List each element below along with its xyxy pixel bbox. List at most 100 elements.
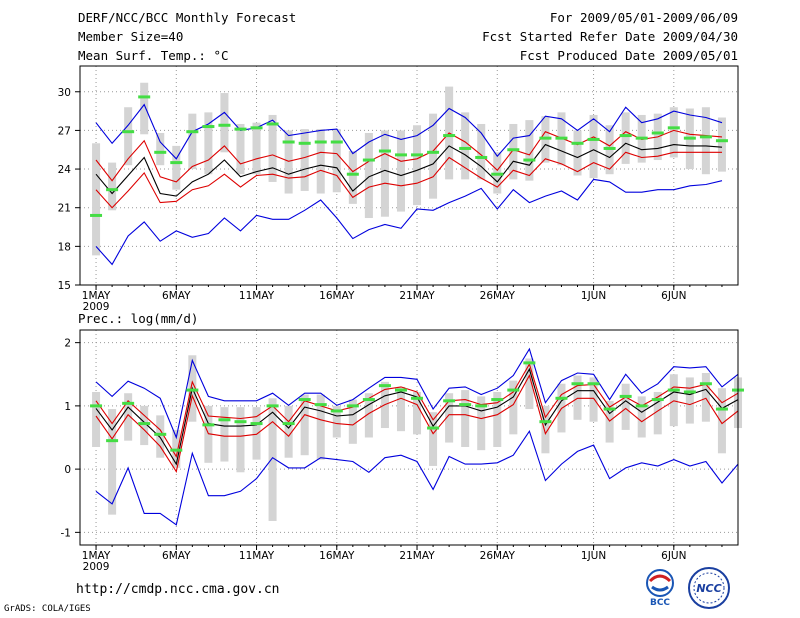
box-bar <box>316 129 325 194</box>
ensemble-marker <box>443 399 456 403</box>
ensemble-marker <box>651 131 664 135</box>
ensemble-marker <box>202 125 215 129</box>
lower-spread-line <box>95 151 722 209</box>
box-bar <box>348 151 357 204</box>
box-bar <box>252 122 261 175</box>
ensemble-marker <box>555 136 568 140</box>
y-tick-label: 15 <box>58 280 71 292</box>
y-tick-label: 27 <box>58 125 71 137</box>
box-bar <box>252 407 261 460</box>
ensemble-marker <box>298 141 311 145</box>
box-bar <box>621 112 630 164</box>
ensemble-marker <box>571 141 584 145</box>
box-bar <box>316 394 325 460</box>
x-tick-label: 1MAY <box>82 290 111 302</box>
max-line <box>95 347 739 440</box>
ensemble-marker <box>346 172 359 176</box>
ensemble-marker <box>475 404 488 408</box>
box-bar <box>493 391 502 447</box>
ensemble-marker <box>651 398 664 402</box>
ensemble-marker <box>218 418 231 422</box>
website-url[interactable]: http://cmdp.ncc.cma.gov.cn <box>76 582 280 597</box>
x-tick-label: 16MAY <box>319 290 355 302</box>
box-bar <box>669 107 678 158</box>
ensemble-marker <box>394 388 407 392</box>
ensemble-marker <box>555 396 568 400</box>
box-bar <box>236 123 245 175</box>
ensemble-marker <box>635 136 648 140</box>
member-size-label: Member Size=40 <box>78 29 184 44</box>
box-bar <box>525 358 534 410</box>
box-bar <box>332 129 341 193</box>
x-tick-label: 26MAY <box>480 290 516 302</box>
forecast-produced-label: Fcst Produced Date 2009/05/01 <box>519 48 738 63</box>
ensemble-marker <box>346 404 359 408</box>
box-bar <box>461 390 470 447</box>
box-bar <box>429 113 438 199</box>
ensemble-marker <box>427 426 440 430</box>
y-tick-label: 1 <box>64 401 71 413</box>
y-tick-label: 24 <box>58 164 72 176</box>
ensemble-marker <box>218 123 231 127</box>
box-bar <box>364 132 373 219</box>
lower-spread-line <box>95 374 739 474</box>
ensemble-marker <box>394 153 407 157</box>
y-tick-label: -1 <box>61 527 71 539</box>
ensemble-marker <box>90 404 103 408</box>
ensemble-marker <box>250 126 263 130</box>
panel2-variable-label: Prec.: log(mm/d) <box>78 311 199 326</box>
box-bar <box>509 380 518 435</box>
x-tick-label: 1MAY <box>82 550 111 562</box>
ensemble-marker <box>122 130 135 134</box>
ensemble-marker <box>202 423 215 427</box>
ensemble-marker <box>523 361 536 365</box>
ensemble-marker <box>571 382 584 386</box>
ensemble-marker <box>491 172 504 176</box>
ensemble-marker <box>234 127 247 131</box>
ensemble-marker <box>667 388 680 392</box>
ensemble-marker <box>667 126 680 130</box>
ensemble-marker <box>587 137 600 141</box>
box-bar <box>284 405 293 458</box>
ensemble-marker <box>266 122 279 126</box>
box-bar <box>188 113 197 170</box>
box-bar <box>589 377 598 422</box>
box-bar <box>364 393 373 438</box>
x-tick-label: 11MAY <box>239 550 275 562</box>
x-tick-label: 26MAY <box>480 550 516 562</box>
ensemble-marker <box>282 140 295 144</box>
box-bar <box>268 398 277 521</box>
ensemble-marker <box>539 420 552 424</box>
ensemble-marker <box>282 422 295 426</box>
box-bar <box>284 130 293 194</box>
box-bar <box>429 412 438 466</box>
box-bar <box>621 383 630 430</box>
x-tick-label: 6MAY <box>162 290 191 302</box>
box-bar <box>445 393 454 443</box>
min-line <box>95 429 739 526</box>
bcc-logo-icon: BCC <box>646 569 674 607</box>
forecast-period-label: For 2009/05/01-2009/06/09 <box>549 10 738 25</box>
box-bar <box>413 125 422 206</box>
box-bar <box>461 112 470 180</box>
box-bar <box>509 123 518 180</box>
box-bar <box>236 407 245 473</box>
ensemble-marker <box>106 188 119 192</box>
ensemble-marker <box>138 95 151 99</box>
x-tick-label: 21MAY <box>399 550 435 562</box>
min-line <box>95 178 723 266</box>
box-bar <box>140 405 149 446</box>
box-bar <box>669 374 678 427</box>
ensemble-marker <box>170 448 183 452</box>
box-bar <box>396 130 405 212</box>
bcc-logo-text: BCC <box>650 598 670 607</box>
ensemble-marker <box>122 401 135 405</box>
panel1-variable-label: Mean Surf. Temp.: °C <box>78 48 229 63</box>
box-bar <box>172 145 181 190</box>
ensemble-marker <box>523 158 536 162</box>
ensemble-marker <box>138 422 151 426</box>
ensemble-marker <box>699 135 712 139</box>
box-bar <box>653 391 662 435</box>
x-tick-year-label: 2009 <box>83 301 110 313</box>
